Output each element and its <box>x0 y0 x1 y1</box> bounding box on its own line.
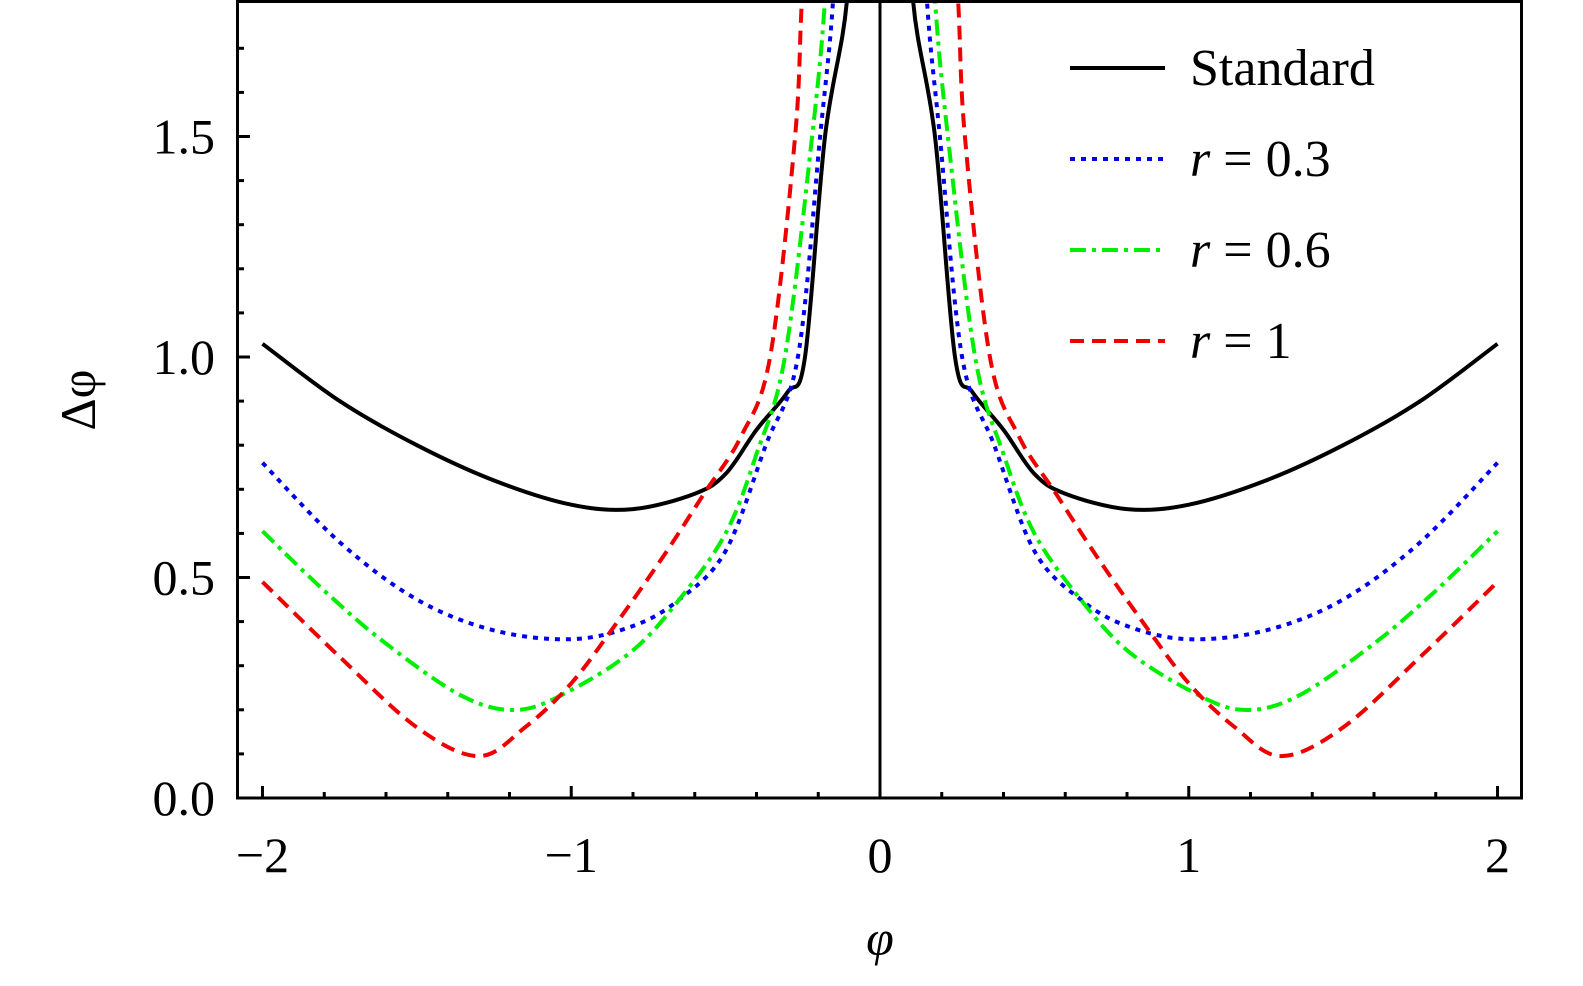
y-axis-label: Δφ <box>50 369 106 430</box>
series-0-line-right <box>911 2 1499 512</box>
x-tick-label: −1 <box>545 827 598 883</box>
series-2-line-left <box>261 2 827 712</box>
x-tick-label: 0 <box>868 827 893 883</box>
series-1-line-right <box>925 2 1499 642</box>
series-3-line-right <box>956 2 1499 759</box>
legend-label-2: r = 0.6 <box>1190 222 1331 279</box>
x-tick-label: 2 <box>1485 827 1510 883</box>
legend-label-0: Standard <box>1190 40 1375 97</box>
x-axis-label: φ <box>866 910 894 966</box>
series-3-line-left <box>261 2 804 759</box>
series-0-line-left <box>261 2 849 512</box>
legend-label-3: r = 1 <box>1190 313 1292 370</box>
series-2-line-right <box>933 2 1499 712</box>
y-tick-label: 0.5 <box>153 550 216 606</box>
y-tick-label: 0.0 <box>153 770 216 826</box>
series-1-line-left <box>261 2 835 642</box>
y-tick-label: 1.5 <box>153 109 216 165</box>
y-tick-label: 1.0 <box>153 329 216 385</box>
legend-label-1: r = 0.3 <box>1190 131 1331 188</box>
legend: Standard r = 0.3 r = 0.6 r = 1 <box>1070 40 1375 370</box>
x-tick-label: −2 <box>236 827 289 883</box>
x-tick-label: 1 <box>1176 827 1201 883</box>
